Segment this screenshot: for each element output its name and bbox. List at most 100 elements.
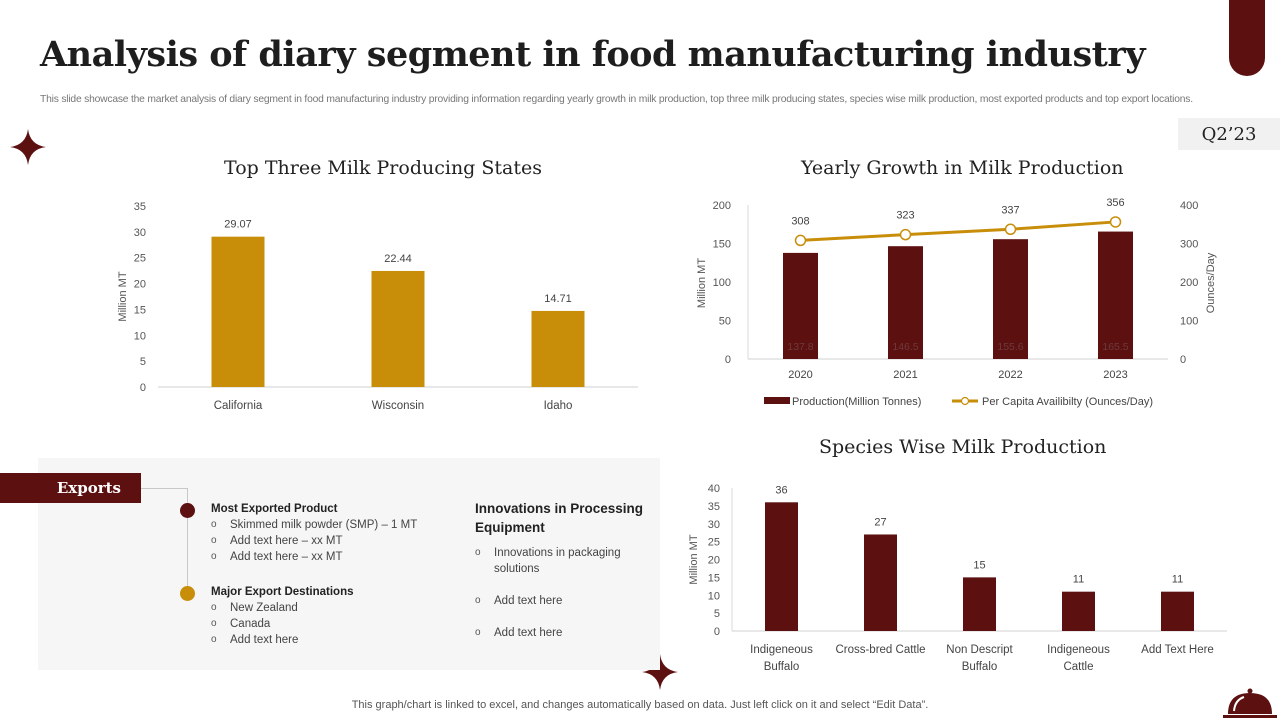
list-item: o Skimmed milk powder (SMP) – 1 MT xyxy=(211,517,461,533)
line-point xyxy=(1004,223,1017,236)
data-label: 146.5 xyxy=(892,341,918,353)
x-tick-label: California xyxy=(214,400,263,412)
footer-note: This graph/chart is linked to excel, and… xyxy=(351,699,929,711)
legend-label-production: Production(Million Tonnes) xyxy=(792,396,921,408)
legend-label-per-capita: Per Capita Availibilty (Ounces/Day) xyxy=(982,396,1153,408)
decorative-tab xyxy=(1229,0,1265,76)
bullet-icon: o xyxy=(211,634,217,645)
quarter-badge: Q2’23 xyxy=(1178,118,1280,150)
list-item: o Add text here – xx MT xyxy=(211,533,461,549)
bar xyxy=(765,502,798,631)
bar xyxy=(371,270,425,387)
y-tick-label: 20 xyxy=(134,279,146,291)
x-tick-label: Add Text Here xyxy=(1141,644,1214,656)
line-data-label: 337 xyxy=(1001,204,1019,216)
list-item-text: Add text here – xx MT xyxy=(230,535,343,547)
y2-tick-label: 200 xyxy=(1180,277,1198,289)
x-tick-label: Cross-bred Cattle xyxy=(835,644,925,656)
data-label: 36 xyxy=(775,484,787,496)
list-item-text: Add text here xyxy=(230,634,299,646)
data-label: 27 xyxy=(874,516,886,528)
line-point xyxy=(899,228,912,241)
y-tick-label: 200 xyxy=(713,200,731,212)
chart-title-species-wise: Species Wise Milk Production xyxy=(819,436,1107,458)
data-label: 14.71 xyxy=(544,293,572,305)
data-label: 165.5 xyxy=(1102,341,1128,353)
list-item: o Add text here – xx MT xyxy=(211,549,461,565)
legend-marker-per-capita xyxy=(960,396,970,406)
list-item: o Canada xyxy=(211,616,461,632)
sparkle-icon xyxy=(642,654,678,690)
line-series-per-capita xyxy=(800,220,1116,242)
bar xyxy=(783,252,818,359)
chart-title-top-states: Top Three Milk Producing States xyxy=(224,157,542,179)
bullet-icon: o xyxy=(211,519,217,530)
data-label: 29.07 xyxy=(224,219,252,231)
most-exported-block: Most Exported Product o Skimmed milk powd… xyxy=(211,503,461,565)
data-label: 155.6 xyxy=(997,341,1023,353)
y2-tick-label: 100 xyxy=(1180,316,1198,328)
list-item: o Add text here xyxy=(475,593,655,609)
y-tick-label: 0 xyxy=(140,382,146,394)
bar xyxy=(211,236,265,387)
destinations-block: Major Export Destinations o New Zealand o… xyxy=(211,586,461,648)
bar xyxy=(1161,591,1194,631)
y2-tick-label: 400 xyxy=(1180,200,1198,212)
list-item: o Innovations in packaging solutions xyxy=(475,545,655,577)
list-item-text: Canada xyxy=(230,618,271,630)
page-title: Analysis of diary segment in food manufa… xyxy=(40,34,1146,75)
chart-top-states[interactable]: 0 5 10 15 20 25 30 35 Million MT 29.07 California 2… xyxy=(100,190,660,420)
y-axis-title: Million MT xyxy=(117,271,129,321)
bar xyxy=(1098,231,1133,359)
data-label: 15 xyxy=(973,559,985,571)
list-item: o Add text here xyxy=(475,625,655,641)
bullet-icon: o xyxy=(211,535,217,546)
bar xyxy=(888,246,923,359)
legend-swatch-production xyxy=(764,397,790,404)
chart-species-wise[interactable]: 0 5 10 15 20 25 30 35 40 Million MT 36 Indigeneous B… xyxy=(680,470,1250,685)
y-tick-label: 15 xyxy=(708,572,720,584)
data-label: 137.8 xyxy=(787,341,813,353)
x-tick-label: 2020 xyxy=(788,369,812,381)
bar xyxy=(864,534,897,631)
line-data-label: 308 xyxy=(791,215,809,227)
x-tick-label: Buffalo xyxy=(962,661,998,673)
y-tick-label: 100 xyxy=(713,277,731,289)
sparkle-icon xyxy=(10,129,46,165)
y-tick-label: 25 xyxy=(708,537,720,549)
x-tick-label: Cattle xyxy=(1063,661,1093,673)
y-tick-label: 35 xyxy=(134,201,146,213)
bullet-icon: o xyxy=(475,547,481,558)
bullet-icon: o xyxy=(475,627,481,638)
bar xyxy=(963,577,996,631)
y-tick-label: 30 xyxy=(708,519,720,531)
y2-tick-label: 0 xyxy=(1180,354,1186,366)
x-tick-label: Buffalo xyxy=(764,661,800,673)
y-tick-label: 30 xyxy=(134,227,146,239)
bullet-icon: o xyxy=(211,602,217,613)
y-tick-label: 20 xyxy=(708,555,720,567)
x-tick-label: Non Descript xyxy=(946,644,1013,656)
y-tick-label: 25 xyxy=(134,253,146,265)
list-item-text: New Zealand xyxy=(230,602,298,614)
innovations-block: Innovations in Processing Equipment o Inn… xyxy=(475,499,655,657)
bar xyxy=(993,239,1028,359)
y2-tick-label: 300 xyxy=(1180,239,1198,251)
x-tick-label: 2022 xyxy=(998,369,1022,381)
list-item: o New Zealand xyxy=(211,600,461,616)
data-label: 11 xyxy=(1172,574,1183,586)
destinations-heading: Major Export Destinations xyxy=(211,586,354,598)
most-exported-heading: Most Exported Product xyxy=(211,503,338,515)
data-label: 11 xyxy=(1073,574,1084,586)
chart-yearly-growth[interactable]: 0 50 100 150 200 0 100 200 300 400 Million MT Ounce… xyxy=(680,190,1260,420)
timeline-dot-most-exported xyxy=(180,503,195,518)
connector-line xyxy=(187,488,188,593)
bar xyxy=(1062,591,1095,631)
page-subtitle: This slide showcase the market analysis … xyxy=(40,94,1193,105)
chart-title-yearly-growth: Yearly Growth in Milk Production xyxy=(801,157,1124,179)
y-tick-label: 5 xyxy=(714,608,720,620)
y2-axis-title: Ounces/Day xyxy=(1205,252,1217,313)
x-tick-label: Indigeneous xyxy=(750,644,813,656)
y-tick-label: 10 xyxy=(708,590,720,602)
y-tick-label: 150 xyxy=(713,239,731,251)
